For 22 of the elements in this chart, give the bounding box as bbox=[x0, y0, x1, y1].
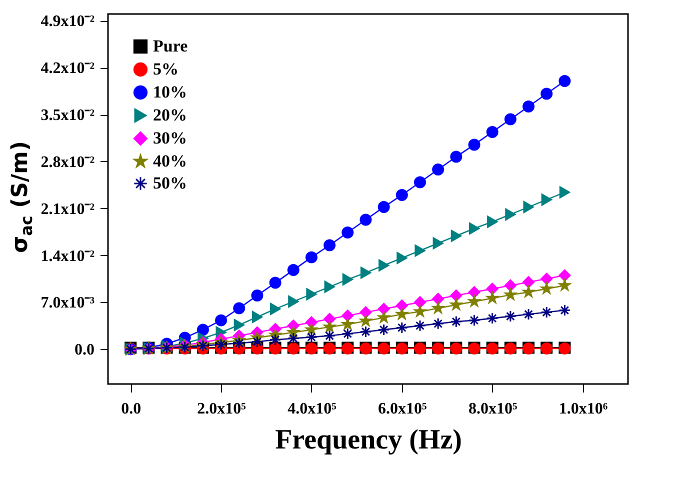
x-tick-label: 1.0x10⁶ bbox=[558, 400, 608, 418]
legend-label: 40% bbox=[153, 152, 187, 170]
legend-label: 10% bbox=[153, 82, 187, 102]
y-tick-label: 4.2x10⁻² bbox=[40, 60, 95, 78]
x-tick-label: 2.0x10⁵ bbox=[197, 400, 246, 418]
y-tick-label: 4.9x10⁻² bbox=[40, 13, 95, 30]
legend-label: 5% bbox=[153, 60, 178, 78]
legend-label: 50% bbox=[153, 174, 187, 192]
y-tick-label: 3.5x10⁻² bbox=[40, 107, 95, 124]
x-tick-label: 4.0x10⁵ bbox=[288, 400, 337, 418]
x-axis-title: Frequency (Hz) bbox=[275, 424, 462, 456]
x-tick-label: 6.0x10⁵ bbox=[378, 400, 428, 418]
x-tick-label: 8.0x10⁵ bbox=[468, 400, 518, 418]
y-tick-label: 1.4x10⁻² bbox=[40, 248, 95, 265]
legend-label: 20% bbox=[153, 106, 187, 124]
y-tick-label: 0.0 bbox=[74, 342, 94, 359]
x-tick-label: 0.0 bbox=[121, 400, 142, 418]
y-tick-label: 2.1x10⁻² bbox=[40, 200, 95, 218]
y-tick-label: 2.8x10⁻² bbox=[40, 154, 95, 171]
legend-label: 30% bbox=[153, 128, 187, 148]
legend-label: Pure bbox=[153, 36, 188, 56]
y-tick-label: 7.0x10⁻³ bbox=[40, 294, 95, 312]
